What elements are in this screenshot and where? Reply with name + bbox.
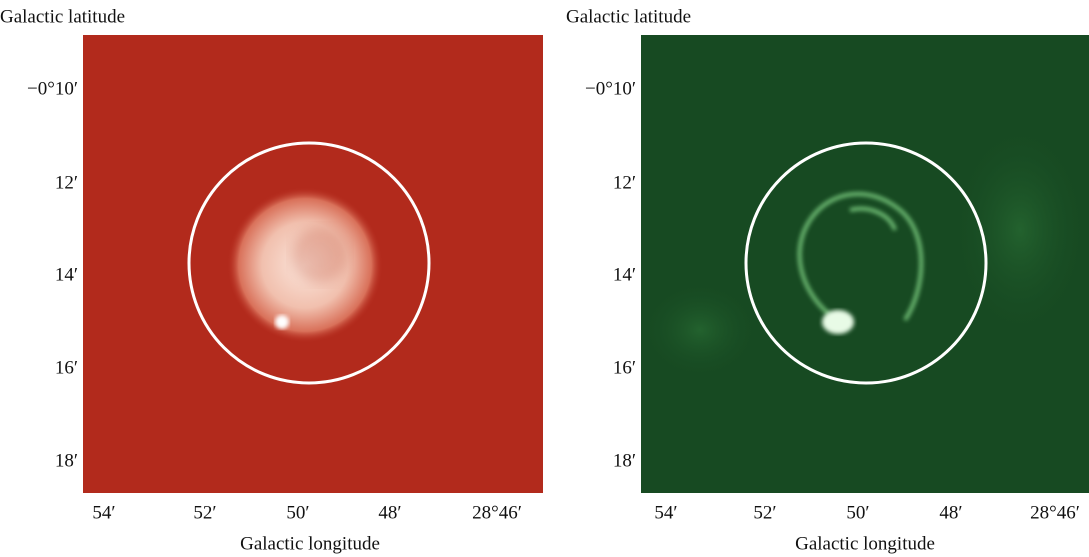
x-tick-label: 50′ [286,502,309,523]
y-tick-label: 14′ [613,264,636,285]
figure: Galactic latitude Galactic longitude −0°10… [0,0,1089,557]
x-axis-label: Galactic longitude [240,533,380,554]
x-tick-label: 54′ [654,502,677,523]
x-tick-label: 28°46′ [472,502,522,523]
y-axis-label: Galactic latitude [0,6,125,27]
y-axis-label: Galactic latitude [566,6,691,27]
x-tick-label: 52′ [193,502,216,523]
y-tick-label: 14′ [55,264,78,285]
y-tick-label: 16′ [613,357,636,378]
x-tick-label: 50′ [846,502,869,523]
y-tick-label: 18′ [55,450,78,471]
y-tick-label: 18′ [613,450,636,471]
x-tick-label: 28°46′ [1030,502,1080,523]
x-tick-label: 48′ [378,502,401,523]
y-tick-label: −0°10′ [585,78,636,99]
y-tick-label: −0°10′ [27,78,78,99]
x-axis-label: Galactic longitude [795,533,935,554]
panel-right-image [640,35,1089,493]
y-tick-label: 12′ [613,172,636,193]
x-tick-label: 48′ [939,502,962,523]
y-tick-label: 16′ [55,357,78,378]
x-tick-label: 54′ [92,502,115,523]
panel-left-image [83,35,543,493]
x-tick-label: 52′ [753,502,776,523]
y-tick-label: 12′ [55,172,78,193]
